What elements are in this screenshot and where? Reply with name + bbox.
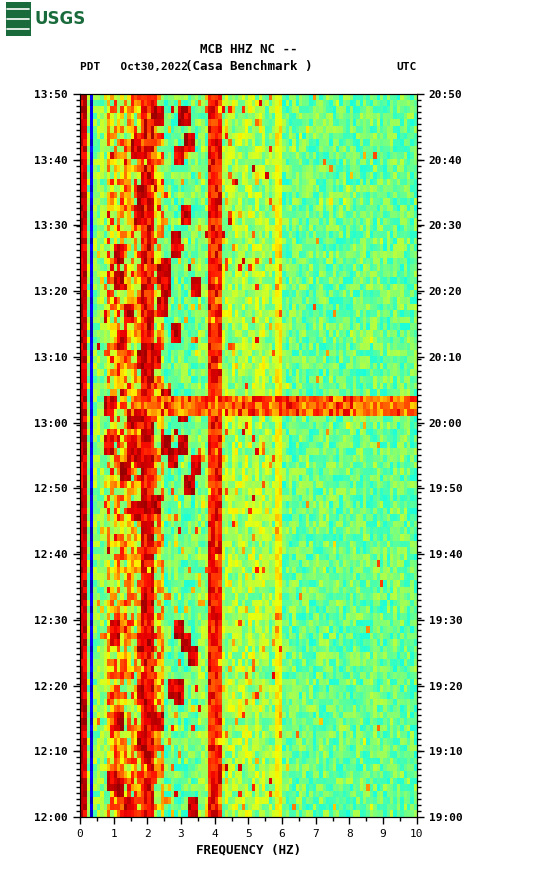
Text: (Casa Benchmark ): (Casa Benchmark ) [185, 61, 312, 73]
Text: USGS: USGS [34, 10, 86, 28]
X-axis label: FREQUENCY (HZ): FREQUENCY (HZ) [196, 843, 301, 856]
FancyBboxPatch shape [6, 2, 31, 36]
Text: PDT   Oct30,2022: PDT Oct30,2022 [80, 62, 188, 72]
Text: MCB HHZ NC --: MCB HHZ NC -- [200, 43, 297, 55]
Text: UTC: UTC [396, 62, 417, 72]
